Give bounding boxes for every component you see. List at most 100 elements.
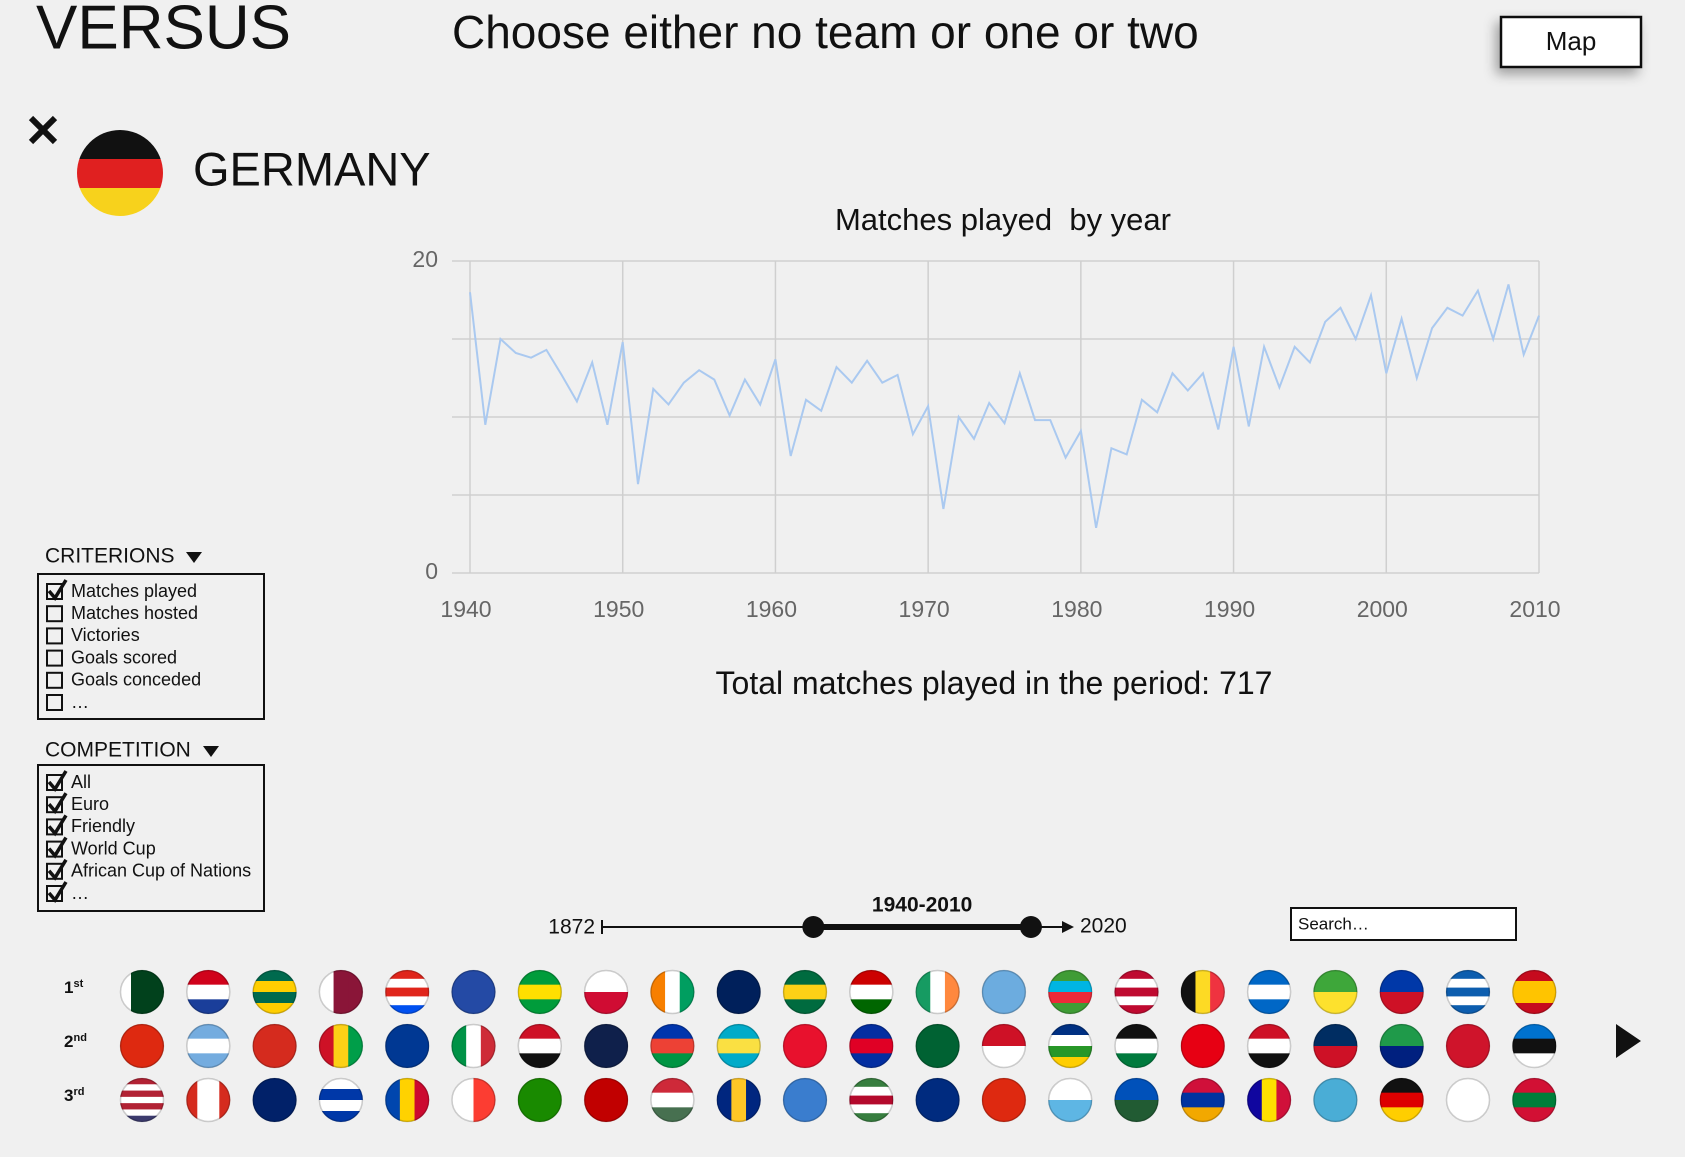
flag-stripe[interactable] (120, 1090, 164, 1098)
flag-stripe[interactable] (1048, 1035, 1093, 1047)
flag-stripe[interactable] (783, 970, 827, 986)
checkbox-item[interactable]: Matches played (46, 579, 197, 601)
flag[interactable] (1379, 970, 1424, 1015)
checkbox-label[interactable]: … (71, 692, 89, 712)
flag-stripe[interactable] (849, 1104, 894, 1114)
flag[interactable] (849, 1078, 894, 1123)
flag-stripe[interactable] (252, 970, 297, 982)
flag-stripe[interactable] (1247, 1024, 1292, 1040)
flag-stripe[interactable] (584, 1024, 629, 1069)
flag[interactable] (716, 1024, 761, 1069)
flag[interactable] (1446, 1024, 1490, 1069)
flag-stripe[interactable] (120, 1078, 164, 1085)
flag-stripe[interactable] (1446, 970, 1490, 980)
checkbox[interactable] (46, 671, 63, 689)
flag-stripe[interactable] (1379, 992, 1424, 1015)
flag[interactable] (915, 1078, 960, 1123)
flag[interactable] (1048, 970, 1093, 1015)
flag-stripe[interactable] (1114, 1078, 1159, 1101)
flag[interactable] (252, 1024, 297, 1069)
flag[interactable] (318, 1078, 363, 1123)
flag-stripe[interactable] (915, 970, 931, 1014)
flag-stripe[interactable] (1180, 1024, 1225, 1069)
flag-stripe[interactable] (517, 970, 562, 986)
checkmark[interactable] (47, 814, 68, 837)
flag-stripe[interactable] (1247, 999, 1292, 1014)
checkmark[interactable] (47, 579, 68, 601)
flag-stripe[interactable] (1114, 996, 1159, 1006)
flag[interactable] (451, 970, 496, 1015)
flag[interactable] (1512, 1024, 1557, 1069)
checkmark[interactable] (47, 858, 68, 881)
checkbox-label[interactable]: Friendly (71, 816, 135, 836)
flag-stripe[interactable] (1114, 970, 1159, 980)
flag[interactable] (252, 970, 297, 1015)
flag[interactable] (451, 1078, 497, 1122)
checkbox-label[interactable]: Goals scored (71, 647, 177, 667)
flag-stripe[interactable] (466, 1024, 482, 1068)
flag-stripe[interactable] (915, 1024, 960, 1069)
competition-title[interactable]: COMPETITION (45, 739, 191, 762)
flag[interactable] (1247, 1024, 1292, 1069)
flag[interactable] (1379, 1078, 1424, 1123)
flag[interactable] (584, 1078, 629, 1123)
flag[interactable] (584, 970, 629, 1015)
flag-stripe[interactable] (385, 970, 430, 980)
flag-stripe[interactable] (849, 1086, 894, 1097)
flag[interactable] (1446, 1078, 1490, 1123)
flag-stripe[interactable] (1048, 1024, 1093, 1036)
flag-stripe[interactable] (1048, 1003, 1093, 1015)
flag-stripe[interactable] (1512, 970, 1557, 982)
flag-stripe[interactable] (197, 1078, 209, 1122)
flag-stripe[interactable] (451, 1024, 467, 1068)
flag-stripe[interactable] (517, 1078, 562, 1123)
flag[interactable] (1313, 970, 1358, 1015)
checkbox-item[interactable]: Goals scored (46, 647, 177, 667)
flag-stripe[interactable] (1446, 996, 1490, 1006)
flag-stripe[interactable] (1210, 970, 1225, 1014)
flag[interactable] (1048, 1078, 1093, 1123)
flag-stripe[interactable] (252, 992, 297, 1004)
flag[interactable] (915, 1024, 960, 1069)
checkbox-label[interactable]: Goals conceded (71, 670, 201, 690)
flag-stripe[interactable] (120, 970, 132, 1014)
flag-stripe[interactable] (348, 1024, 363, 1068)
flag[interactable] (783, 1078, 827, 1123)
flag[interactable] (1247, 970, 1292, 1015)
flag-stripe[interactable] (1261, 1078, 1277, 1122)
flag-stripe[interactable] (1247, 970, 1292, 986)
flag-stripe[interactable] (650, 1053, 695, 1068)
checkbox-item[interactable]: … (46, 881, 89, 903)
flag-stripe[interactable] (517, 984, 562, 1000)
flag-stripe[interactable] (142, 970, 154, 1014)
flag-stripe[interactable] (930, 970, 946, 1014)
flag[interactable] (783, 970, 827, 1015)
flag-stripe[interactable] (1379, 1078, 1424, 1094)
flag[interactable] (650, 1078, 695, 1123)
flag-stripe[interactable] (318, 970, 335, 1014)
flag[interactable] (849, 1024, 894, 1069)
flag-stripe[interactable] (1114, 1100, 1159, 1123)
flag-stripe[interactable] (318, 1078, 363, 1090)
flag-stripe[interactable] (186, 1078, 198, 1122)
flag-stripe[interactable] (1313, 992, 1358, 1015)
flag-stripe[interactable] (1048, 981, 1093, 993)
flag-stripe[interactable] (252, 1024, 297, 1069)
criterions-title[interactable]: CRITERIONS (45, 545, 175, 568)
flag-stripe[interactable] (1446, 1078, 1490, 1123)
flag-stripe[interactable] (849, 1095, 894, 1105)
timeline-handle[interactable] (1019, 916, 1042, 938)
flag-stripe[interactable] (783, 999, 827, 1014)
flag-stripe[interactable] (348, 970, 363, 1014)
flag-stripe[interactable] (849, 999, 894, 1014)
flag[interactable] (318, 1024, 364, 1068)
flag[interactable] (1446, 970, 1490, 1015)
map-button-bg[interactable] (1499, 15, 1643, 69)
flag-stripe[interactable] (1512, 1107, 1557, 1122)
flag-stripe[interactable] (318, 1111, 363, 1123)
checkbox-label[interactable]: Victories (71, 625, 140, 645)
checkbox[interactable] (46, 694, 63, 711)
flag[interactable] (1180, 1078, 1225, 1123)
flag[interactable] (1313, 1078, 1358, 1123)
flag-stripe[interactable] (517, 1053, 562, 1068)
